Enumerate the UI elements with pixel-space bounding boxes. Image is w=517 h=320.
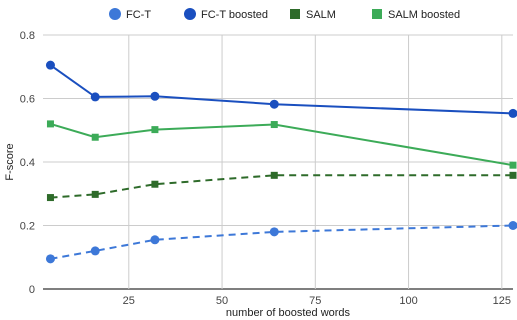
data-point <box>90 92 100 102</box>
x-tick-label: 100 <box>399 295 417 307</box>
y-axis-ticks: 0 0.2 0.4 0.6 0.8 <box>20 30 35 296</box>
series-fc-t-boosted <box>45 60 517 118</box>
legend-marker <box>184 8 196 20</box>
data-point <box>150 235 160 245</box>
y-axis-label: F-score <box>4 143 16 180</box>
legend-marker <box>372 9 382 19</box>
data-point <box>45 254 55 264</box>
data-point <box>151 126 159 134</box>
data-point <box>90 246 100 256</box>
legend-label: FC-T <box>126 9 151 21</box>
legend-item-salm: SALM <box>290 9 336 21</box>
legend-label: SALM boosted <box>388 9 460 21</box>
data-point <box>269 99 279 109</box>
y-tick-label: 0.4 <box>20 157 35 169</box>
data-point <box>270 121 278 129</box>
data-point <box>508 221 517 230</box>
y-tick-label: 0.2 <box>20 221 35 233</box>
data-point <box>46 120 54 128</box>
x-axis-label: number of boosted words <box>226 307 351 319</box>
y-tick-label: 0 <box>29 284 35 296</box>
data-point <box>270 171 278 179</box>
data-point <box>509 161 517 169</box>
series-salm-boosted <box>46 120 517 169</box>
x-tick-label: 75 <box>309 295 321 307</box>
data-point <box>508 108 517 118</box>
legend-item-fc-t-boosted: FC-T boosted <box>184 8 268 21</box>
series-layer <box>45 60 517 264</box>
x-tick-label: 25 <box>123 295 135 307</box>
x-tick-label: 125 <box>493 295 511 307</box>
data-point <box>91 133 99 141</box>
y-tick-label: 0.6 <box>20 94 35 106</box>
series-fc-t <box>45 221 517 264</box>
data-point <box>509 171 517 179</box>
grid <box>43 34 513 290</box>
data-point <box>150 91 160 101</box>
x-axis-ticks: 25 50 75 100 125 <box>123 295 511 307</box>
series-line-salm <box>50 174 513 199</box>
legend-label: FC-T boosted <box>201 9 268 21</box>
data-point <box>151 180 159 188</box>
data-point <box>45 60 55 70</box>
data-point <box>91 190 99 198</box>
series-line-salm-boosted <box>50 122 514 167</box>
series-salm <box>46 171 517 202</box>
legend-item-fc-t: FC-T <box>109 8 151 21</box>
legend-label: SALM <box>306 9 336 21</box>
legend-item-salm-boosted: SALM boosted <box>372 9 460 21</box>
series-line-fc-t-boosted <box>49 64 514 115</box>
data-point <box>46 194 54 202</box>
legend: FC-T FC-T boosted SALM SALM boosted <box>109 8 460 21</box>
data-point <box>269 227 279 237</box>
series-line-fc-t <box>50 224 514 260</box>
y-tick-label: 0.8 <box>20 30 35 42</box>
legend-marker <box>290 9 300 19</box>
legend-marker <box>109 8 121 20</box>
x-tick-label: 50 <box>216 295 228 307</box>
